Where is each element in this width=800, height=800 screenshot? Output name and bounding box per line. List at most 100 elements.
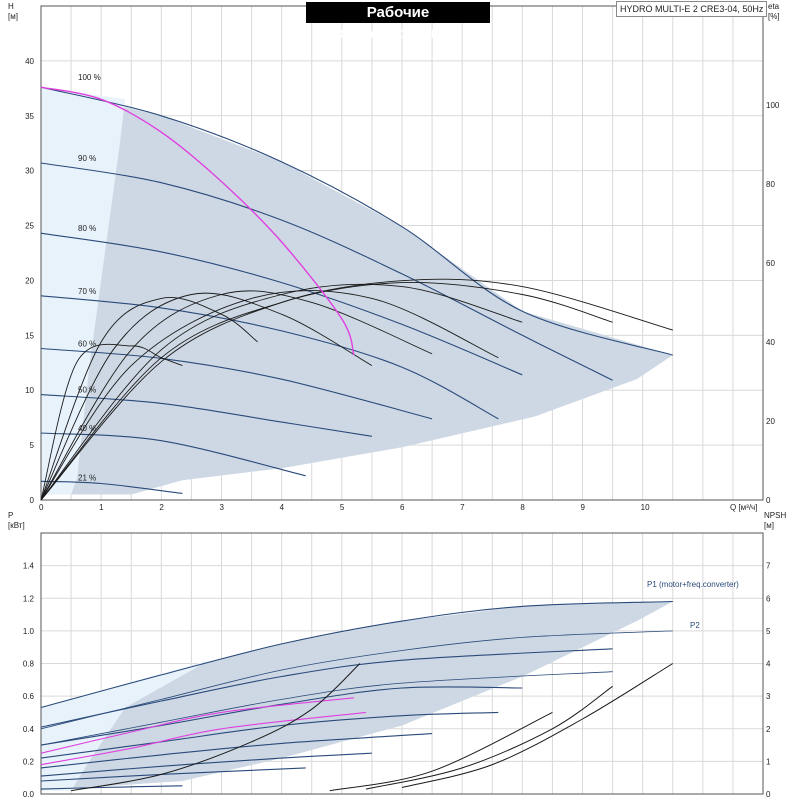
y2-axis-label: [%] xyxy=(768,12,780,21)
x-tick-label: 2 xyxy=(159,503,164,512)
speed-label: 80 % xyxy=(78,224,96,233)
operating-envelope xyxy=(41,87,673,495)
efficiency-curve xyxy=(40,290,499,501)
y-tick-label: 1.4 xyxy=(23,562,35,571)
x-tick-label: 7 xyxy=(460,503,465,512)
speed-label: 70 % xyxy=(78,287,96,296)
y2-tick-label: 100 xyxy=(766,101,780,110)
power-npsh-panel: 0.0 0.2 0.4 0.6 0.8 1.0 1.2 1.4 0 1 2 3 4 5 6 7 P[кВт] NP… xyxy=(8,511,786,799)
speed-label: 60 % xyxy=(78,340,96,349)
p1-curve xyxy=(40,752,372,777)
p2-series-label: P2 xyxy=(690,621,700,630)
max-power-p-curve xyxy=(40,697,354,754)
y-axis-label: [кВт] xyxy=(8,521,25,530)
y-tick-label: 20 xyxy=(25,276,34,285)
x-tick-label: 10 xyxy=(641,503,650,512)
y2-tick-label: 5 xyxy=(766,627,771,636)
x-tick-label: 8 xyxy=(520,503,525,512)
y-axis-label: [м] xyxy=(8,12,18,21)
head-curve xyxy=(40,232,523,376)
y2-axis-label: [м] xyxy=(764,521,774,530)
head-curve xyxy=(40,162,613,381)
y2-tick-label: 6 xyxy=(766,594,771,603)
x-tick-label: 1 xyxy=(99,503,104,512)
efficiency-curve xyxy=(40,297,258,501)
y-tick-label: 35 xyxy=(25,112,34,121)
pump-model-label: HYDRO MULTI-E 2 CRE3-04, 50Hz xyxy=(616,1,768,17)
y-axis-label: H xyxy=(8,2,14,11)
y-tick-label: 40 xyxy=(25,57,34,66)
y2-tick-label: 0 xyxy=(766,496,771,505)
y-tick-label: 30 xyxy=(25,167,34,176)
y-tick-label: 1.2 xyxy=(23,594,35,603)
chart-title: Рабочие характеристики xyxy=(306,2,490,42)
max-power-p-curve xyxy=(40,711,366,766)
plot-frame xyxy=(40,532,764,795)
y-tick-label: 0.8 xyxy=(23,660,35,669)
y2-axis-label: NPSH xyxy=(764,511,786,520)
y2-tick-label: 0 xyxy=(766,790,771,799)
y2-tick-label: 60 xyxy=(766,259,775,268)
p2-curve xyxy=(40,671,613,746)
npsh-curve xyxy=(71,663,361,792)
head-curve xyxy=(40,394,372,437)
p1-series-label: P1 (motor+freq.converter) xyxy=(647,580,739,589)
y2-tick-label: 7 xyxy=(766,562,771,571)
y-axis-label: P xyxy=(8,511,13,520)
y2-axis-label: eta xyxy=(768,2,780,11)
y-tick-label: 0.2 xyxy=(23,757,35,766)
x-axis-label: Q [м³/ч] xyxy=(730,503,757,512)
x-tick-label: 6 xyxy=(400,503,405,512)
head-curve xyxy=(40,347,433,420)
speed-label: 90 % xyxy=(78,154,96,163)
p1-curve xyxy=(40,600,673,709)
y-tick-label: 25 xyxy=(25,222,34,231)
y-tick-label: 1.0 xyxy=(23,627,35,636)
speed-label: 100 % xyxy=(78,73,101,82)
speed-label: 40 % xyxy=(78,424,96,433)
y-tick-label: 0.0 xyxy=(23,790,35,799)
y2-tick-label: 2 xyxy=(766,725,771,734)
p1-curve xyxy=(40,785,183,790)
y-tick-label: 5 xyxy=(30,441,35,450)
x-tick-label: 5 xyxy=(340,503,345,512)
efficiency-curve xyxy=(40,290,433,501)
head-efficiency-panel: 100 % 90 % 80 % 70 % 60 % 50 % 40 % 21 % 0 1 2 3 4 5 6… xyxy=(8,2,780,512)
y-tick-label: 0.4 xyxy=(23,725,35,734)
npsh-curve xyxy=(401,663,674,788)
y2-tick-label: 20 xyxy=(766,417,775,426)
npsh-curve xyxy=(329,711,553,792)
p2-curve xyxy=(40,630,673,730)
head-curve xyxy=(40,432,306,477)
x-tick-label: 9 xyxy=(581,503,586,512)
x-tick-label: 3 xyxy=(220,503,225,512)
y2-tick-label: 1 xyxy=(766,757,771,766)
low-speed-region xyxy=(41,660,210,791)
p1-curve xyxy=(40,648,613,728)
y-tick-label: 10 xyxy=(25,386,34,395)
npsh-curve xyxy=(365,685,613,790)
x-tick-label: 0 xyxy=(39,503,44,512)
operating-envelope xyxy=(41,601,673,791)
p1-curve xyxy=(40,711,499,759)
x-tick-label: 4 xyxy=(280,503,285,512)
y2-tick-label: 4 xyxy=(766,660,771,669)
head-curve xyxy=(40,295,499,420)
speed-label: 21 % xyxy=(78,473,96,482)
p1-curve xyxy=(40,686,523,746)
y2-tick-label: 40 xyxy=(766,338,775,347)
y-tick-label: 15 xyxy=(25,331,34,340)
efficiency-curve xyxy=(40,343,183,501)
efficiency-curve xyxy=(40,278,673,501)
low-speed-region xyxy=(41,87,126,495)
y-tick-label: 0.6 xyxy=(23,692,35,701)
speed-label: 50 % xyxy=(78,386,96,395)
max-power-curve xyxy=(40,86,355,356)
y2-tick-label: 80 xyxy=(766,180,775,189)
efficiency-curve xyxy=(40,292,373,501)
head-curve xyxy=(40,86,673,356)
y-tick-label: 0 xyxy=(30,496,35,505)
y2-tick-label: 3 xyxy=(766,692,771,701)
p1-curve xyxy=(40,733,433,769)
